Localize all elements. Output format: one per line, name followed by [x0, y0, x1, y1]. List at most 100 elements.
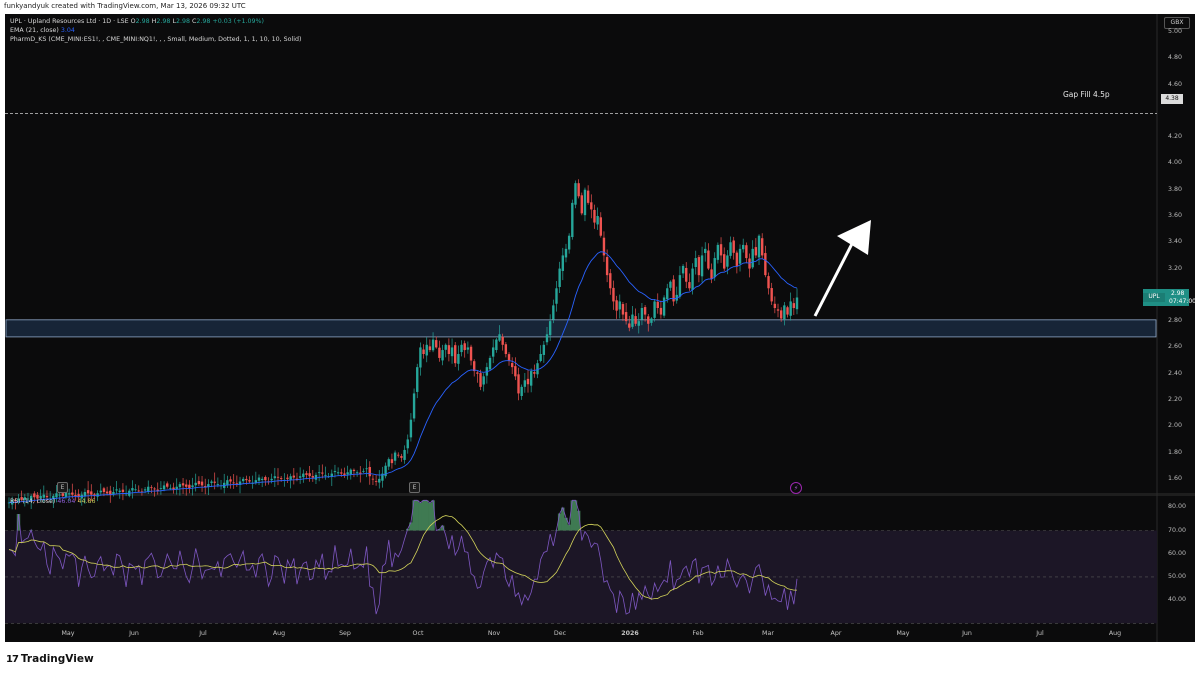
candle-body — [172, 487, 175, 490]
chart-canvas[interactable] — [5, 14, 1195, 642]
event-bolt-icon[interactable]: ⚡ — [790, 482, 802, 494]
candle-body — [773, 303, 777, 308]
candle-body — [710, 269, 713, 280]
candle-body — [17, 498, 20, 501]
candle-body — [74, 494, 77, 496]
candle-body — [384, 465, 387, 477]
gap-price-tag: 4.38 — [1161, 94, 1183, 105]
candle-body — [393, 452, 397, 461]
candle-body — [507, 354, 511, 361]
candle-body — [42, 494, 46, 498]
candle-body — [447, 345, 451, 354]
candle-body — [624, 312, 628, 322]
candle-body — [567, 235, 571, 250]
price-tick-label: 4.00 — [1168, 159, 1183, 167]
time-tick-label: Jun — [962, 630, 972, 637]
ema-legend[interactable]: EMA (21, close) 3.04 — [10, 27, 75, 34]
candle-body — [523, 380, 527, 387]
price-tick-label: 3.20 — [1168, 264, 1183, 272]
candle-body — [292, 475, 296, 478]
candle-body — [371, 478, 375, 480]
low-label: L — [172, 18, 176, 25]
time-tick-label: 2026 — [621, 630, 639, 637]
candle-body — [786, 307, 789, 315]
candle-body — [454, 345, 457, 364]
candle-body — [55, 493, 58, 498]
candle-body — [286, 477, 289, 479]
candle-body — [621, 304, 625, 315]
candle-body — [754, 247, 758, 256]
candle-body — [735, 252, 739, 266]
rsi-line — [8, 499, 798, 615]
chart-area[interactable]: UPL · Upland Resources Ltd · 1D · LSE O2… — [5, 14, 1195, 642]
candle-body — [359, 472, 362, 474]
candle-body — [352, 469, 356, 471]
candle-body — [216, 484, 220, 485]
candle-body — [29, 495, 33, 501]
candle-body — [153, 488, 156, 490]
indicator-legend[interactable]: PharmD_KS (CME_MINI:ES1!, , CME_MINI:NQ1… — [10, 36, 302, 43]
candle-body — [368, 467, 371, 477]
candle-body — [757, 235, 761, 258]
candle-body — [397, 454, 400, 456]
candle-body — [760, 238, 764, 256]
candle-body — [751, 248, 754, 268]
symbol-legend[interactable]: UPL · Upland Resources Ltd · 1D · LSE O2… — [10, 18, 264, 25]
candle-body — [390, 459, 394, 464]
candle-body — [450, 347, 454, 357]
candle-body — [169, 488, 172, 489]
rsi-ma-value: 44.86 — [77, 498, 96, 505]
candle-body — [605, 257, 609, 276]
candle-body — [52, 495, 55, 500]
time-tick-label: May — [896, 630, 910, 637]
candle-body — [238, 481, 242, 485]
close-value: 2.98 — [196, 18, 211, 25]
candle-body — [469, 346, 473, 361]
candle-body — [631, 314, 634, 327]
candle-body — [476, 372, 479, 374]
candle-body — [210, 481, 213, 483]
candle-body — [723, 254, 726, 269]
candle-body — [545, 334, 549, 343]
time-tick-label: Dec — [553, 630, 567, 637]
candle-body — [7, 502, 11, 504]
candle-body — [713, 258, 716, 278]
candle-body — [112, 492, 115, 495]
candle-body — [298, 476, 302, 478]
candle-body — [121, 489, 125, 492]
candle-body — [336, 472, 340, 474]
candle-body — [188, 484, 191, 489]
candle-body — [273, 476, 277, 479]
candle-body — [561, 255, 565, 271]
candle-body — [574, 183, 577, 205]
candle-body — [700, 255, 704, 277]
pane-separator — [5, 493, 1195, 496]
candle-body — [134, 489, 137, 491]
currency-button[interactable]: GBX — [1164, 17, 1190, 29]
earnings-marker[interactable]: E — [409, 482, 420, 493]
candle-body — [156, 489, 159, 491]
candle-body — [150, 487, 153, 489]
candle-body — [688, 282, 691, 289]
candle-body — [295, 478, 299, 480]
rsi-label: RSI (14, close) — [10, 498, 56, 505]
rsi-legend[interactable]: RSI (14, close) 46.04 44.86 — [10, 498, 95, 505]
candle-body — [571, 202, 574, 238]
candle-body — [26, 498, 30, 500]
arrow-layer — [813, 220, 871, 317]
candle-body — [615, 300, 618, 311]
earnings-marker[interactable]: E — [57, 482, 68, 493]
price-tick-label: 3.80 — [1168, 185, 1183, 193]
candle-body — [412, 393, 416, 419]
candle-body — [726, 255, 729, 267]
tradingview-brand[interactable]: 17 TradingView — [6, 653, 94, 665]
candle-body — [555, 288, 558, 304]
candle-body — [776, 309, 780, 311]
last-price-value: 2.98 — [1171, 290, 1185, 298]
candle-body — [340, 472, 343, 474]
candle-body — [533, 372, 536, 374]
candle-body — [90, 491, 93, 495]
candle-body — [694, 258, 697, 267]
candle-body — [685, 267, 688, 282]
candle-body — [61, 493, 64, 496]
